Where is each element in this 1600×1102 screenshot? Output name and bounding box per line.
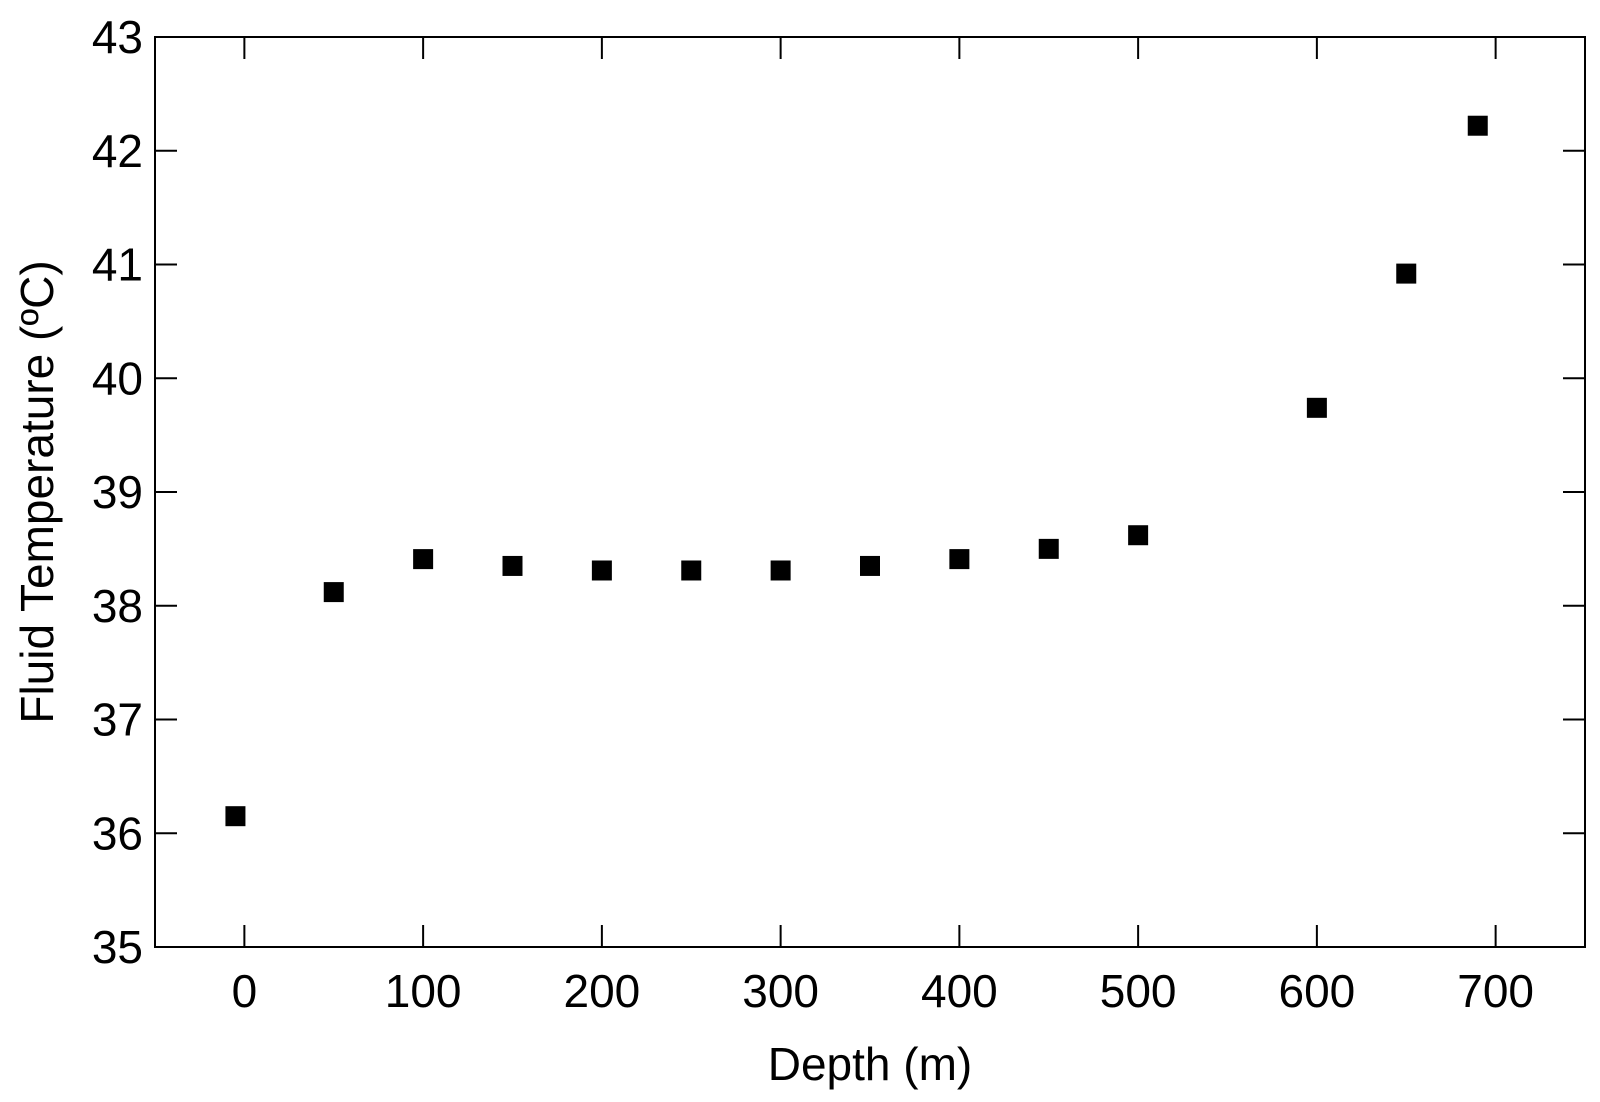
data-point: [860, 555, 880, 576]
data-point: [1128, 525, 1149, 546]
data-point: [1038, 538, 1059, 559]
data-point: [413, 549, 434, 570]
x-tick-label: 0: [232, 965, 258, 1017]
y-tick-label: 37: [92, 694, 143, 746]
x-tick-label: 200: [564, 965, 641, 1017]
data-point: [681, 560, 702, 581]
data-point: [502, 555, 523, 576]
y-tick-label: 39: [92, 466, 143, 518]
y-tick-label: 38: [92, 580, 143, 632]
x-tick-label: 600: [1279, 965, 1356, 1017]
data-point: [323, 582, 344, 603]
y-tick-label: 36: [92, 807, 143, 859]
data-point: [225, 806, 246, 827]
x-tick-label: 300: [742, 965, 819, 1017]
y-tick-label: 43: [92, 11, 143, 63]
x-tick-label: 500: [1100, 965, 1177, 1017]
y-axis-label: Fluid Temperature (ºC): [11, 260, 63, 723]
y-tick-label: 40: [92, 352, 143, 404]
x-tick-label: 100: [385, 965, 462, 1017]
y-tick-label: 35: [92, 921, 143, 973]
data-point: [1306, 397, 1327, 418]
x-axis-label: Depth (m): [768, 1038, 972, 1090]
axis-ticks: [155, 36, 1585, 948]
tick-labels: 0 100 200 300 400 500 600 700 35 36 37 38 39 40 41 42 43: [92, 11, 1534, 1017]
data-point: [949, 549, 970, 570]
x-tick-label: 400: [921, 965, 998, 1017]
plot-frame: [154, 36, 1586, 948]
data-point: [1467, 115, 1488, 136]
data-point: [591, 560, 612, 581]
data-points: [225, 115, 1488, 827]
x-tick-label: 700: [1457, 965, 1534, 1017]
y-tick-label: 41: [92, 239, 143, 291]
y-tick-label: 42: [92, 125, 143, 177]
data-point: [1396, 263, 1417, 284]
data-point: [770, 560, 791, 581]
